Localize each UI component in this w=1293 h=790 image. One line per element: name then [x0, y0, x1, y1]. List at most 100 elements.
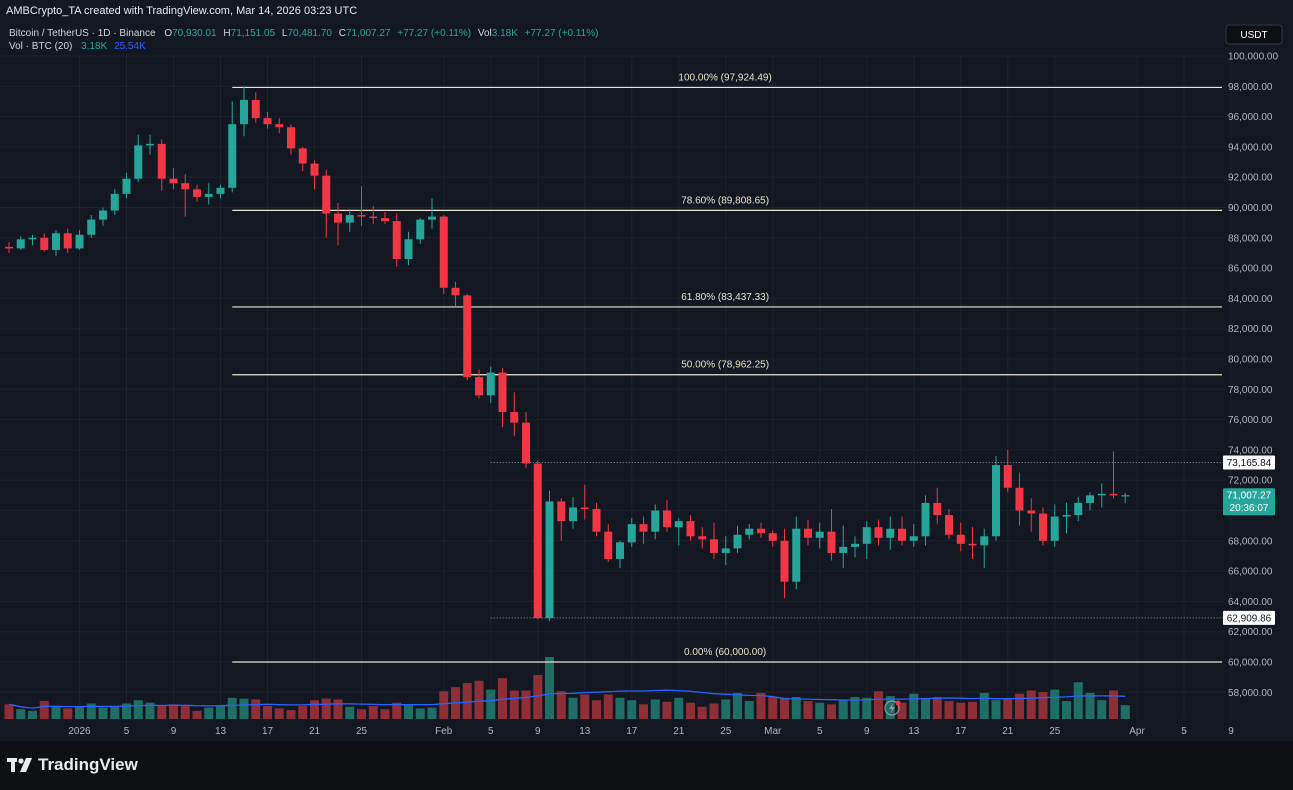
volume-bar — [498, 678, 507, 719]
y-tick-label: 86,000.00 — [1228, 264, 1273, 275]
volume-legend-row: Vol · BTC (20) 3.18K 25.54K — [9, 41, 146, 52]
candle-body — [52, 233, 60, 250]
candle-body — [510, 412, 519, 423]
candle-body — [381, 218, 389, 222]
candle-body — [392, 221, 401, 260]
volume-bar — [16, 709, 26, 719]
x-tick-label: 13 — [579, 726, 591, 737]
candle-body — [757, 528, 765, 534]
candle-body — [181, 183, 190, 190]
volume-bar — [98, 707, 108, 719]
y-tick-label: 62,000.00 — [1228, 627, 1273, 638]
y-tick-label: 82,000.00 — [1228, 324, 1273, 335]
candle-body — [63, 233, 72, 249]
candle-body — [827, 531, 836, 553]
grid — [0, 54, 1232, 719]
volume-bar — [380, 709, 390, 719]
x-tick-label: 21 — [309, 726, 321, 737]
volume-bar — [462, 683, 472, 719]
candle-body — [1121, 495, 1130, 497]
y-tick-label: 64,000.00 — [1228, 597, 1273, 608]
low-price-badge-label: 62,909.86 — [1227, 613, 1272, 624]
candle-body — [604, 531, 613, 559]
candle-body — [721, 548, 730, 553]
volume-bar — [1073, 682, 1083, 719]
candle-body — [533, 463, 542, 619]
candle-body — [839, 546, 848, 553]
candle-body — [310, 163, 319, 176]
candle-body — [557, 501, 566, 522]
y-tick-label: 60,000.00 — [1228, 658, 1273, 669]
volume-bar — [850, 696, 860, 719]
y-tick-label: 80,000.00 — [1228, 355, 1273, 366]
candle-body — [204, 193, 213, 197]
volume-bar — [533, 674, 543, 719]
volume-bar — [1003, 698, 1013, 719]
x-tick-label: 21 — [1002, 726, 1014, 737]
x-tick-label: 5 — [817, 726, 823, 737]
volume-bar — [909, 693, 919, 719]
volume-bar — [427, 707, 437, 719]
candle-body — [263, 118, 272, 125]
x-tick-label: Mar — [764, 726, 782, 737]
volume-bar — [239, 698, 249, 719]
candle-body — [169, 178, 178, 184]
high-price-badge — [1223, 455, 1275, 470]
volume-bar — [227, 697, 237, 719]
volume-ma — [8, 689, 1126, 709]
fib-level-label: 78.60% (89,808.65) — [681, 195, 769, 206]
candle-body — [498, 372, 507, 413]
volume-bar — [509, 690, 519, 719]
volume-bar — [874, 691, 883, 719]
volume-bar — [180, 705, 190, 719]
x-tick-label: 2026 — [68, 726, 91, 737]
volume-bar — [709, 703, 719, 719]
x-tick-label: 13 — [215, 726, 227, 737]
volume-ma-line — [8, 689, 1126, 709]
volume-bar — [768, 696, 778, 719]
volume-bar — [897, 702, 907, 719]
currency-button[interactable] — [1225, 24, 1283, 45]
candle-body — [945, 515, 953, 535]
x-tick-label: 9 — [171, 726, 177, 737]
volume-bar — [932, 696, 942, 719]
y-tick-label: 66,000.00 — [1228, 567, 1273, 578]
candle-body — [1050, 516, 1059, 541]
candle-body — [956, 534, 965, 544]
volume-bar — [1038, 692, 1048, 719]
chart-caption: AMBCrypto_TA created with TradingView.co… — [0, 0, 1293, 22]
volume-bar — [803, 701, 813, 719]
candle-body — [122, 178, 131, 194]
y-tick-label: 68,000.00 — [1228, 536, 1273, 547]
plot-area[interactable] — [0, 22, 1225, 741]
y-tick-label: 94,000.00 — [1228, 142, 1273, 153]
volume-bar — [251, 699, 261, 719]
volume-bar — [157, 705, 167, 719]
candle-body — [733, 534, 742, 549]
candle-body — [1039, 513, 1047, 541]
volume-bar — [650, 699, 660, 719]
candle-body — [475, 377, 483, 396]
candle-body — [674, 521, 683, 528]
candle-body — [334, 213, 342, 223]
volume-bar — [756, 692, 766, 719]
volume-bar — [1026, 690, 1036, 719]
candle-body — [980, 536, 989, 546]
candle-body — [710, 539, 718, 553]
x-tick-label: 25 — [1049, 726, 1061, 737]
volume-bar — [592, 700, 601, 719]
lightning-icon[interactable] — [884, 700, 901, 716]
price-chart[interactable]: 100.00% (97,924.49) 78.60% (89,808.65) 61.… — [0, 22, 1293, 741]
volume-bar — [204, 707, 214, 719]
candle-body — [1074, 502, 1083, 516]
volume-bar — [827, 704, 836, 719]
candle-body — [240, 99, 248, 125]
volume-bar — [357, 709, 366, 719]
candle-body — [792, 528, 801, 582]
candle-body — [698, 536, 707, 540]
volume-bar — [721, 699, 731, 719]
volume-bar — [991, 700, 1001, 719]
volume-bar — [133, 700, 143, 719]
volume-bars — [4, 657, 1130, 719]
candle-body — [663, 510, 671, 528]
